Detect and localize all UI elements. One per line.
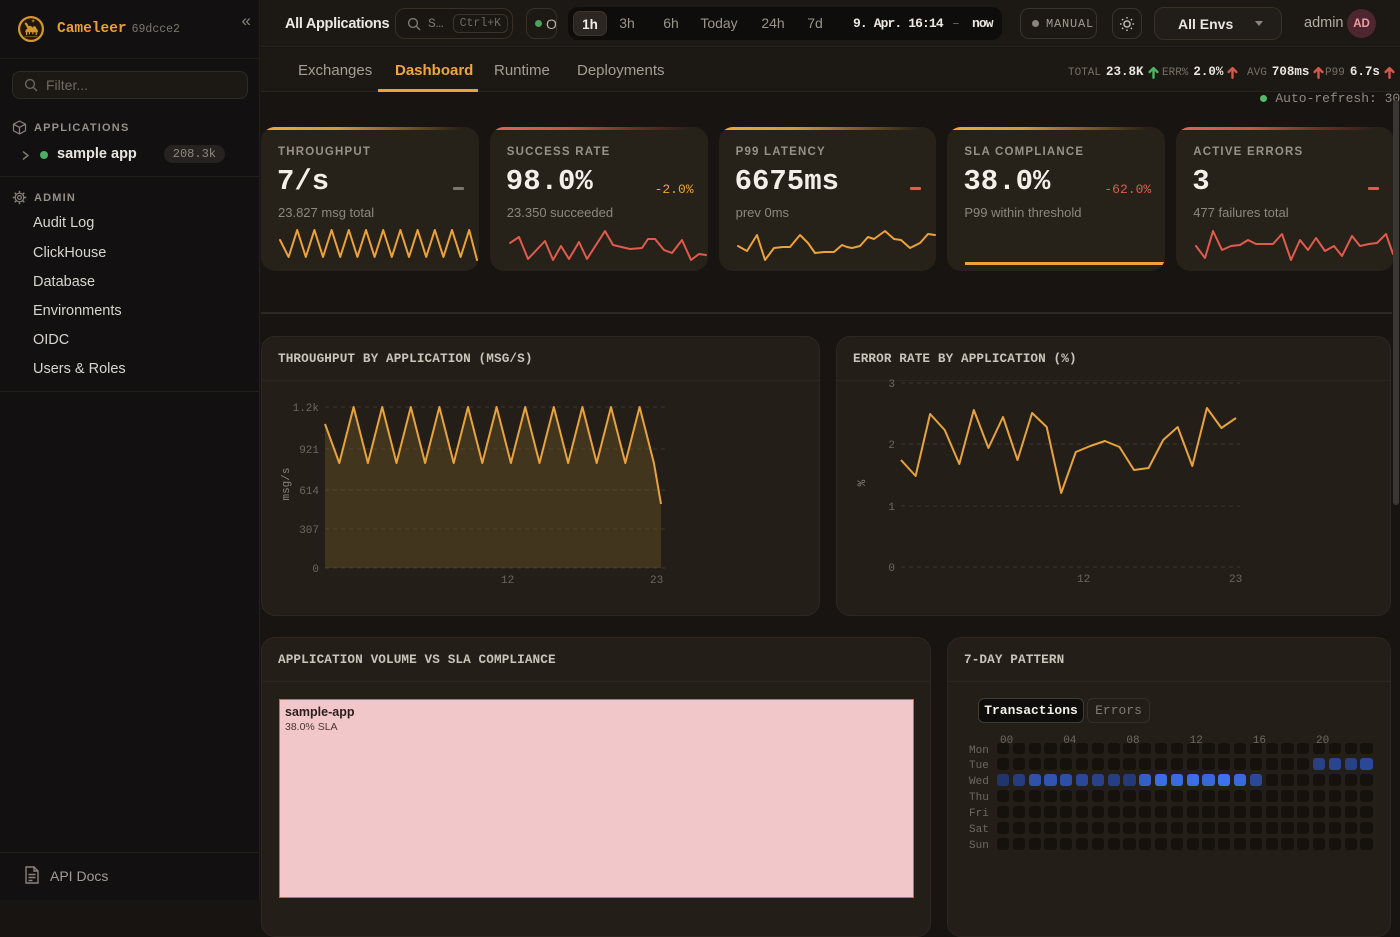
svg-text:0: 0	[312, 564, 319, 576]
svg-text:614: 614	[299, 486, 319, 498]
svg-text:3: 3	[888, 379, 895, 391]
svg-text:0: 0	[888, 563, 895, 575]
svg-text:msg/s: msg/s	[281, 467, 293, 500]
svg-text:12: 12	[1077, 574, 1090, 586]
svg-text:1: 1	[888, 502, 895, 514]
svg-text:307: 307	[299, 525, 319, 537]
svg-text:%: %	[857, 479, 869, 486]
svg-text:12: 12	[501, 575, 514, 587]
svg-text:23: 23	[1229, 574, 1242, 586]
svg-text:23: 23	[650, 575, 663, 587]
svg-text:1.2k: 1.2k	[293, 403, 320, 415]
svg-text:2: 2	[888, 440, 895, 452]
svg-text:921: 921	[299, 445, 319, 457]
